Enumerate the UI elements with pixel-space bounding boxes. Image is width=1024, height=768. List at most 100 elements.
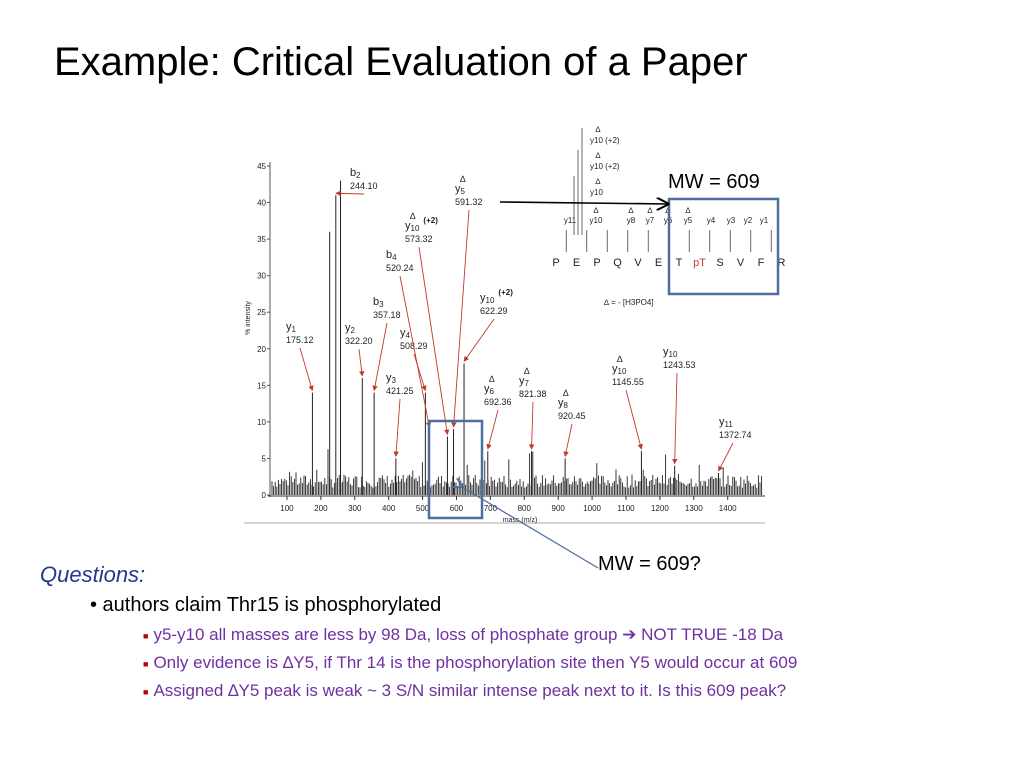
main-bullet: • authors claim Thr15 is phosphorylated [90, 594, 442, 616]
seq-ion-label: y7 [646, 216, 655, 225]
sub-bullet-3: ■ Assigned ∆Y5 peak is weak ~ 3 S/N simil… [143, 681, 786, 701]
y-tick-label: 45 [257, 162, 266, 171]
ion-name: y2 [345, 322, 356, 335]
sub-bullet-2: ■ Only evidence is ∆Y5, if Thr 14 is the … [143, 653, 797, 673]
y-tick-label: 15 [257, 381, 266, 390]
ion-name: b2 [350, 167, 361, 180]
seq-ion-label: y3 [727, 216, 736, 225]
seq-ion-label: y8 [627, 216, 636, 225]
ion-index: 10 [618, 367, 627, 376]
residue-V: V [634, 257, 642, 269]
residue-V: V [737, 257, 745, 269]
peak-label-y10: ∆y10(+2)573.32 [405, 211, 450, 436]
peak-arrow [451, 209, 470, 428]
ion-mz: 1372.74 [719, 430, 752, 440]
slide-title: Example: Critical Evaluation of a Paper [54, 40, 748, 84]
peak-arrow [372, 322, 388, 392]
delta-icon: ∆ [460, 174, 466, 184]
delta-icon: ∆ [648, 206, 653, 215]
y-tick-label: 10 [257, 418, 266, 427]
x-tick-label: 100 [280, 504, 294, 513]
right-arrow-icon: ➔ [622, 625, 637, 644]
y-tick-label: 40 [257, 199, 266, 208]
seq-ion-label: y4 [707, 216, 716, 225]
ion-name: y11 [719, 416, 733, 429]
ion-index: 11 [725, 420, 734, 429]
ion-mz: 520.24 [386, 263, 414, 273]
seq-ion-label: y11 [564, 216, 577, 225]
x-tick-label: 1200 [651, 504, 669, 513]
seq-ion-label: y5 [684, 216, 693, 225]
residue-E: E [573, 257, 580, 269]
mw-top-arrow [499, 202, 668, 204]
ion-name: y10(+2) [480, 288, 513, 305]
x-tick-label: 1100 [617, 504, 635, 513]
ion-mz: 357.18 [373, 310, 401, 320]
ion-name: y1 [286, 321, 297, 334]
mw-top-label: MW = 609 [668, 171, 760, 193]
x-tick-label: 1400 [719, 504, 737, 513]
y-tick-label: 35 [257, 235, 266, 244]
seq-stack-label: y10 (+2) [590, 136, 620, 145]
ion-mz: 421.25 [386, 386, 414, 396]
peak-labels: y1175.12b2244.10y2322.20b3357.18y3421.25… [286, 167, 752, 472]
peak-label-y10: y10(+2)622.29 [463, 288, 513, 362]
ion-index: 3 [379, 300, 384, 309]
ion-name: y8 [558, 397, 569, 410]
ion-mz: 573.32 [405, 234, 433, 244]
x-tick-label: 1000 [583, 504, 601, 513]
peak-arrow [563, 423, 573, 457]
delta-icon: ∆ [594, 206, 599, 215]
x-tick-label: 500 [416, 504, 430, 513]
ion-index: 3 [392, 376, 397, 385]
peak-arrow [335, 190, 365, 197]
ion-charge: (+2) [423, 216, 438, 225]
ion-name: b3 [373, 296, 384, 309]
y-tick-label: 20 [257, 345, 266, 354]
ion-name: y6 [484, 383, 495, 396]
y-tick-label: 5 [262, 454, 267, 463]
ion-index: 10 [411, 224, 420, 233]
residue-E: E [655, 257, 662, 269]
mw-bottom-label: MW = 609? [598, 553, 701, 575]
peak-arrow [463, 318, 495, 362]
peak-arrow [418, 246, 450, 436]
ion-mz: 692.36 [484, 397, 512, 407]
residue-T: T [676, 257, 683, 269]
ion-mz: 322.20 [345, 336, 373, 346]
ion-index: 10 [669, 350, 678, 359]
peak-arrow [299, 347, 314, 392]
delta-icon: ∆ [617, 354, 623, 364]
x-tick-label: 900 [552, 504, 566, 513]
delta-icon: ∆ [686, 206, 691, 215]
ion-index: 1 [292, 325, 297, 334]
ion-mz: 244.10 [350, 181, 378, 191]
residue-F: F [758, 257, 765, 269]
ion-mz: 175.12 [286, 335, 314, 345]
noise-peaks [271, 180, 763, 495]
bullet-square-icon: ■ [143, 658, 149, 669]
ion-name: y4 [400, 327, 411, 340]
delta-icon: ∆ [489, 374, 495, 384]
x-tick-label: 800 [518, 504, 532, 513]
y-tick-label: 25 [257, 308, 266, 317]
x-tick-label: 700 [484, 504, 498, 513]
ion-name: y7 [519, 375, 530, 388]
seq-ion-label: y1 [760, 216, 769, 225]
peak-arrow [625, 389, 643, 450]
delta-icon: ∆ [563, 388, 569, 398]
